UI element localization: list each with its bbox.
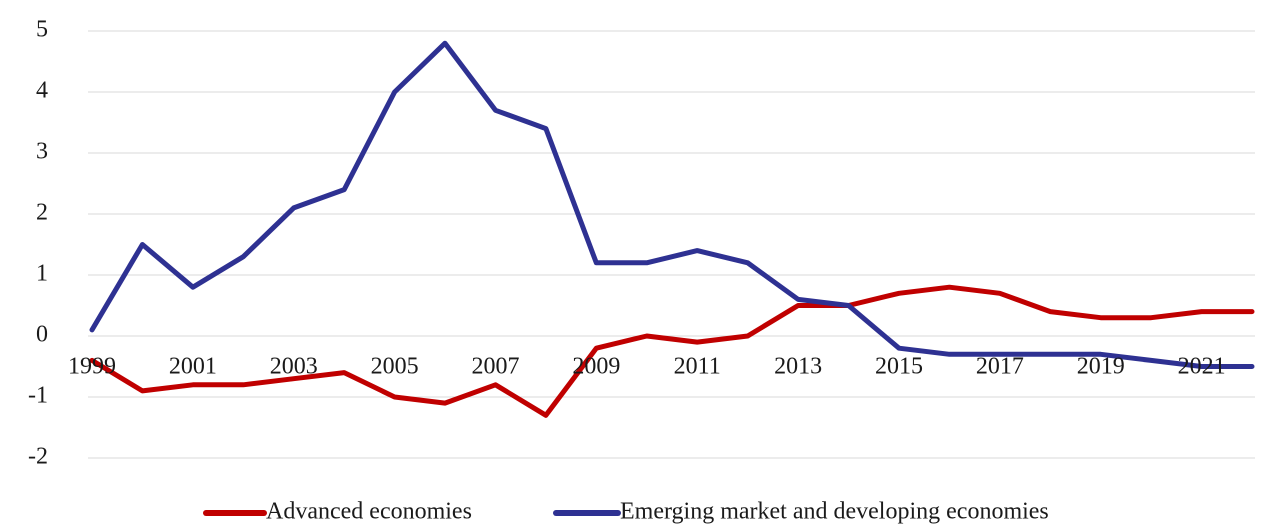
legend-label: Emerging market and developing economies [620, 499, 1049, 525]
gridlines [88, 30, 1255, 459]
y-tick-label: 4 [36, 78, 48, 104]
y-tick-label: -1 [28, 383, 48, 409]
x-tick-label: 2011 [674, 354, 721, 380]
series-line-emerging-market-and-developing-economies [89, 40, 1255, 369]
x-tick-label: 2005 [371, 354, 419, 380]
x-tick-label: 2017 [976, 354, 1024, 380]
y-tick-label: -2 [28, 444, 48, 470]
y-tick-label: 0 [36, 322, 48, 348]
y-tick-label: 2 [36, 200, 48, 226]
legend-label: Advanced economies [266, 499, 472, 525]
legend: Advanced economies Emerging market and de… [203, 499, 1049, 525]
x-tick-label: 2013 [774, 354, 822, 380]
y-tick-label: 3 [36, 139, 48, 165]
y-axis-tick-labels: 5 4 3 2 1 0 -1 -2 [28, 17, 48, 470]
x-tick-label: 2001 [169, 354, 217, 380]
x-tick-label: 2003 [270, 354, 318, 380]
series-line-advanced-economies [89, 284, 1255, 418]
y-tick-label: 1 [36, 261, 48, 287]
x-axis-tick-labels: 1999 2001 2003 2005 2007 2009 2011 2013 2015 2017… [68, 354, 1226, 380]
x-tick-label: 2009 [572, 354, 620, 380]
series-lines [89, 40, 1255, 418]
x-tick-label: 1999 [68, 354, 116, 380]
x-tick-label: 2021 [1178, 354, 1226, 380]
y-tick-label: 5 [36, 17, 48, 43]
x-tick-label: 2007 [471, 354, 519, 380]
x-tick-label: 2015 [875, 354, 923, 380]
x-tick-label: 2019 [1077, 354, 1125, 380]
